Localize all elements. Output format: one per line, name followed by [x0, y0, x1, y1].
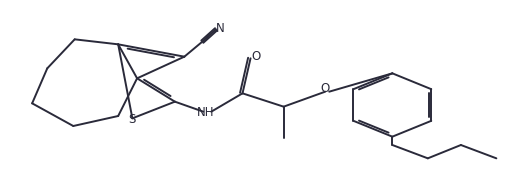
Text: NH: NH: [197, 106, 214, 119]
Text: S: S: [128, 113, 136, 126]
Text: O: O: [321, 82, 330, 95]
Text: O: O: [251, 50, 260, 63]
Text: N: N: [216, 22, 225, 35]
